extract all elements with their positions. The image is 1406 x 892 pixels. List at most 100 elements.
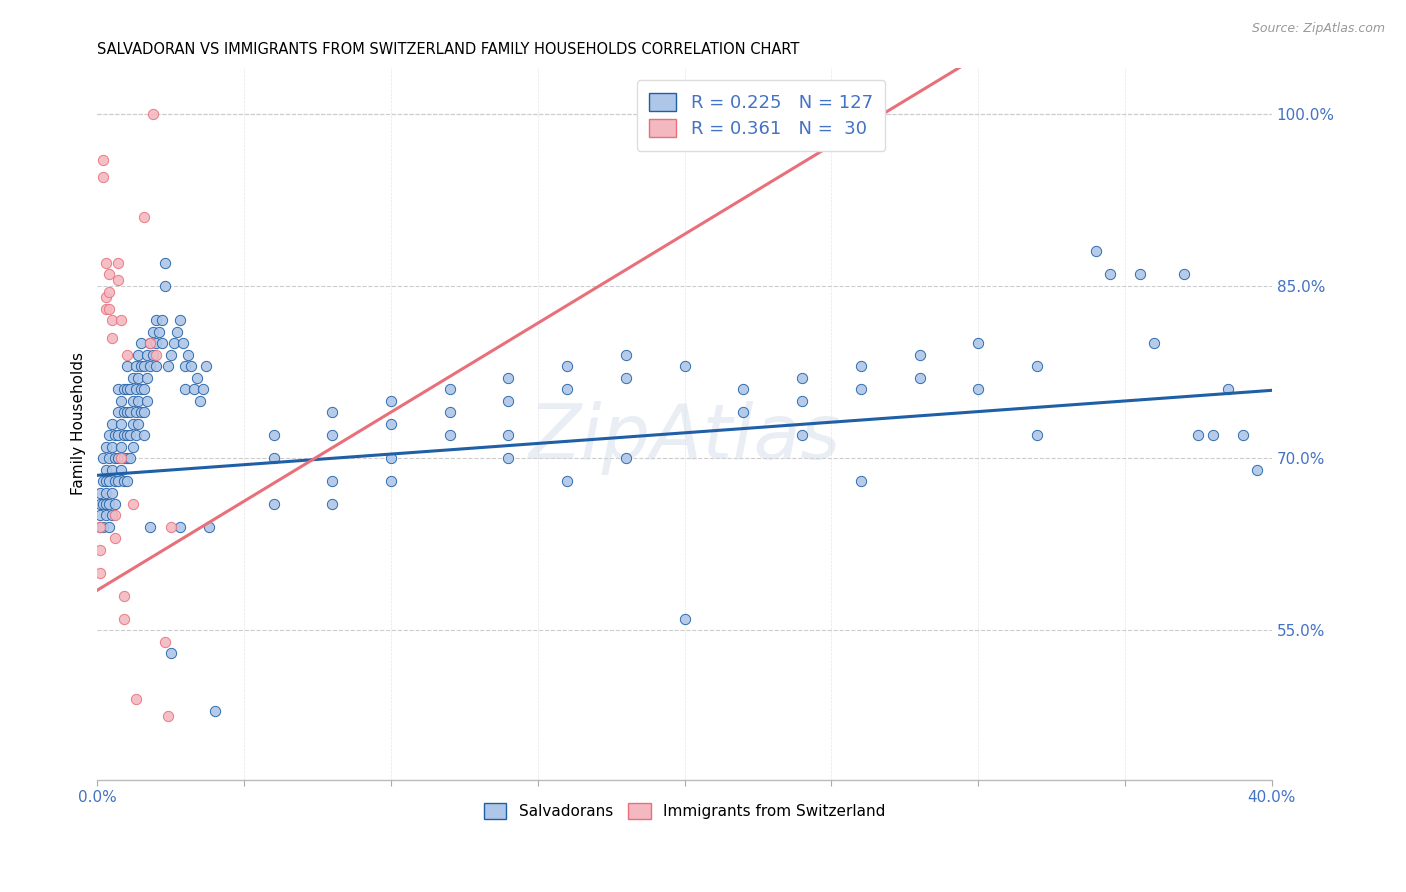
Point [107,405,129,419]
Point [107,273,129,287]
Point [115,428,138,442]
Point [115,451,138,466]
Point [380,474,402,488]
Point [174,382,197,396]
Point [198,520,221,534]
Point [790,370,813,384]
Point [91,451,114,466]
Point [127,417,149,431]
Point [104,474,127,488]
Point [127,348,149,362]
Point [110,440,132,454]
Point [107,256,129,270]
Point [134,382,156,396]
Point [112,428,135,442]
Point [188,393,211,408]
Point [101,313,124,327]
Point [91,474,114,488]
Point [110,462,132,476]
Point [263,451,285,466]
Point [172,336,194,351]
Point [139,336,162,351]
Point [263,428,285,442]
Point [124,382,146,396]
Point [110,313,132,327]
Point [1246,462,1268,476]
Point [121,393,143,408]
Point [131,336,153,351]
Point [673,359,696,374]
Point [118,382,141,396]
Legend: Salvadorans, Immigrants from Switzerland: Salvadorans, Immigrants from Switzerland [478,797,891,825]
Point [118,405,141,419]
Point [104,497,127,511]
Point [136,370,159,384]
Point [127,370,149,384]
Point [967,382,990,396]
Point [91,153,114,167]
Point [145,359,167,374]
Point [112,382,135,396]
Point [124,692,146,706]
Point [195,359,218,374]
Point [131,359,153,374]
Point [150,336,173,351]
Point [614,348,637,362]
Point [150,313,173,327]
Point [110,417,132,431]
Point [118,428,141,442]
Point [101,440,124,454]
Point [91,497,114,511]
Point [321,497,343,511]
Point [134,210,156,224]
Point [380,393,402,408]
Point [439,382,461,396]
Point [145,313,167,327]
Point [1026,428,1049,442]
Point [98,520,121,534]
Point [908,370,931,384]
Point [89,543,111,558]
Point [153,635,176,649]
Point [145,336,167,351]
Point [1026,359,1049,374]
Point [186,370,208,384]
Point [166,325,188,339]
Point [134,428,156,442]
Point [159,520,181,534]
Point [1173,268,1195,282]
Point [790,393,813,408]
Point [112,474,135,488]
Point [136,393,159,408]
Point [91,169,114,184]
Point [96,485,118,500]
Text: Source: ZipAtlas.com: Source: ZipAtlas.com [1251,22,1385,36]
Point [107,382,129,396]
Point [98,474,121,488]
Point [967,336,990,351]
Point [1143,336,1166,351]
Point [98,268,121,282]
Point [180,359,202,374]
Point [733,405,755,419]
Point [121,440,143,454]
Point [145,348,167,362]
Point [321,428,343,442]
Point [89,520,111,534]
Point [191,382,214,396]
Point [159,646,181,660]
Point [131,405,153,419]
Point [101,330,124,344]
Point [98,497,121,511]
Point [98,428,121,442]
Point [498,393,520,408]
Point [110,393,132,408]
Point [127,393,149,408]
Point [614,451,637,466]
Point [263,497,285,511]
Point [101,508,124,523]
Point [148,325,170,339]
Point [96,462,118,476]
Point [498,428,520,442]
Point [380,417,402,431]
